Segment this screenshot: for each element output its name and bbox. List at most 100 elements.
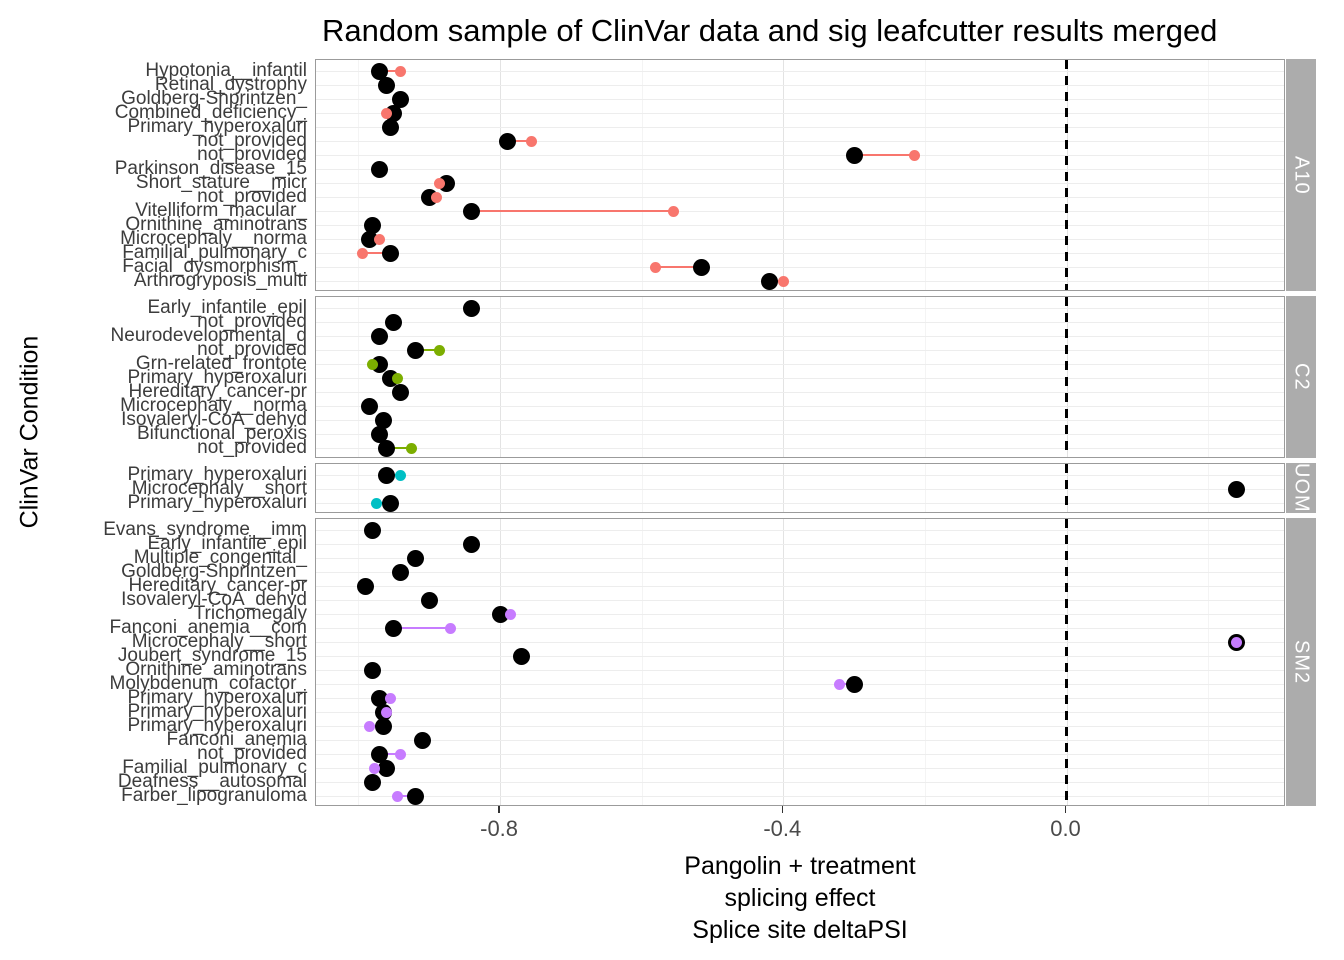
y-tick-label: Fanconi_anemia__com bbox=[109, 616, 307, 638]
gridline-row bbox=[316, 711, 1284, 713]
facet-panel-UOM bbox=[315, 463, 1285, 513]
gridline-row bbox=[316, 585, 1284, 587]
black-point bbox=[378, 759, 396, 777]
y-tick-label: not_provided bbox=[197, 436, 307, 458]
black-point bbox=[371, 327, 389, 345]
facet-strip-UOM: UOM bbox=[1286, 463, 1316, 513]
connector-segment bbox=[507, 139, 532, 143]
gridline-row bbox=[316, 252, 1284, 254]
facet-panel-SM2 bbox=[315, 518, 1285, 806]
gridline-minor bbox=[641, 297, 643, 457]
black-point bbox=[364, 661, 382, 679]
gridline-row bbox=[316, 795, 1284, 797]
black-point bbox=[381, 118, 399, 136]
treatment-point bbox=[384, 692, 396, 704]
black-point bbox=[364, 216, 382, 234]
gridline-minor bbox=[641, 519, 643, 805]
gridline-major bbox=[500, 60, 502, 290]
treatment-point bbox=[363, 720, 375, 732]
facet-strip-A10: A10 bbox=[1286, 59, 1316, 291]
y-tick-label: Microcephaly__norma bbox=[120, 227, 307, 249]
y-tick-label: Arthrogryposis_multi bbox=[133, 269, 307, 291]
black-point bbox=[693, 258, 711, 276]
gridline-row bbox=[316, 419, 1284, 421]
gridline-row bbox=[316, 238, 1284, 240]
y-tick-label: Joubert_syndrome_15 bbox=[117, 644, 307, 666]
y-tick-label: Parkinson_disease_15 bbox=[114, 157, 307, 179]
treatment-point bbox=[381, 107, 393, 119]
gridline-row bbox=[316, 474, 1284, 476]
connector-segment bbox=[379, 752, 401, 756]
gridline-minor bbox=[641, 464, 643, 512]
connector-segment bbox=[397, 794, 416, 798]
black-point bbox=[463, 299, 481, 317]
treatment-point bbox=[381, 706, 393, 718]
gridline-row bbox=[316, 529, 1284, 531]
y-tick-label: Primary_hyperoxaluri bbox=[127, 686, 307, 708]
gridline-row bbox=[316, 266, 1284, 268]
treatment-point bbox=[367, 358, 379, 370]
x-axis-tick bbox=[781, 806, 784, 813]
y-tick-label: Primary_hyperoxaluri bbox=[127, 366, 307, 388]
black-point bbox=[360, 230, 378, 248]
y-tick-label: Trichomegaly bbox=[193, 602, 307, 624]
y-tick-label: Molybdenum_cofactor_ bbox=[109, 672, 308, 694]
y-tick-label: Hypotonia__infantil bbox=[145, 59, 307, 81]
black-point bbox=[406, 341, 424, 359]
gridline-row bbox=[316, 112, 1284, 114]
black-point bbox=[385, 313, 403, 331]
treatment-point bbox=[526, 135, 538, 147]
y-tick-label: Hereditary_cancer-pr bbox=[128, 574, 307, 596]
y-tick-label: Vitelliform_macular_ bbox=[135, 199, 307, 221]
y-tick-label: Microcephaly__norma bbox=[120, 394, 307, 416]
zero-reference-line bbox=[1065, 60, 1068, 290]
x-tick-label: -0.4 bbox=[763, 816, 802, 841]
black-point bbox=[371, 62, 389, 80]
gridline-minor bbox=[358, 60, 360, 290]
gridline-row bbox=[316, 627, 1284, 629]
treatment-point bbox=[668, 205, 680, 217]
black-point bbox=[392, 563, 410, 581]
gridline-row bbox=[316, 349, 1284, 351]
black-point bbox=[378, 439, 396, 457]
y-tick-label: Primary_hyperoxaluri bbox=[127, 700, 307, 722]
gridline-row bbox=[316, 405, 1284, 407]
connector-segment bbox=[415, 348, 440, 352]
x-axis-title-line-3: Splice site deltaPSI bbox=[692, 916, 908, 944]
gridline-row bbox=[316, 70, 1284, 72]
gridline-row bbox=[316, 126, 1284, 128]
black-point bbox=[463, 202, 481, 220]
gridline-minor bbox=[1208, 519, 1210, 805]
black-point bbox=[357, 577, 375, 595]
zero-reference-line bbox=[1065, 297, 1068, 457]
black-point bbox=[364, 521, 382, 539]
facet-panel-A10 bbox=[315, 59, 1285, 291]
gridline-row bbox=[316, 168, 1284, 170]
gridline-row bbox=[316, 280, 1284, 282]
connector-segment bbox=[854, 153, 915, 157]
gridline-row bbox=[316, 697, 1284, 699]
black-point bbox=[1227, 480, 1245, 498]
facet-panel-C2 bbox=[315, 296, 1285, 458]
gridline-row bbox=[316, 725, 1284, 727]
gridline-row bbox=[316, 739, 1284, 741]
gridline-row bbox=[316, 182, 1284, 184]
y-tick-label: Bifunctional_peroxis bbox=[136, 422, 307, 444]
gridline-row bbox=[316, 683, 1284, 685]
gridline-row bbox=[316, 781, 1284, 783]
treatment-point bbox=[391, 372, 403, 384]
gridline-row bbox=[316, 641, 1284, 643]
zero-reference-line bbox=[1065, 519, 1068, 805]
y-tick-label: Ornithine_aminotrans bbox=[125, 658, 307, 680]
black-point bbox=[420, 591, 438, 609]
y-tick-label: Retinal_dystrophy bbox=[154, 73, 307, 95]
y-tick-label: Evans_syndrome__imm bbox=[103, 518, 307, 540]
gridline-major bbox=[500, 464, 502, 512]
y-tick-label: Goldberg-Shprintzen_ bbox=[121, 560, 307, 582]
x-axis-tick bbox=[1064, 806, 1067, 813]
y-tick-label: Microcephaly__short bbox=[131, 477, 307, 499]
treatment-point bbox=[434, 344, 446, 356]
gridline-minor bbox=[1208, 60, 1210, 290]
y-tick-label: not_provided bbox=[197, 185, 307, 207]
